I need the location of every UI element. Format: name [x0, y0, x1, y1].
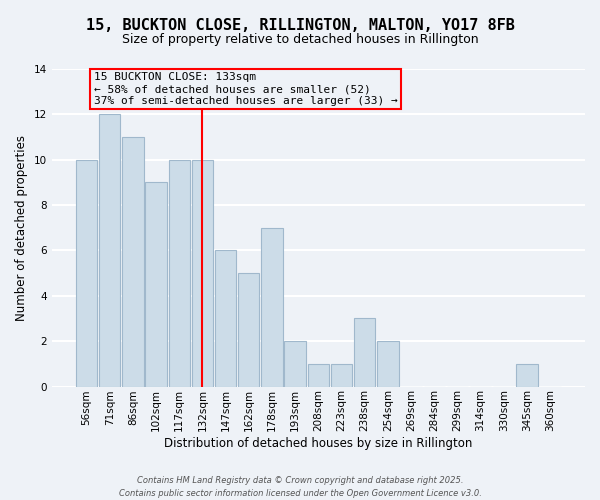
Bar — [122, 137, 143, 386]
Bar — [262, 228, 283, 386]
Bar — [377, 341, 398, 386]
Bar — [76, 160, 97, 386]
Bar — [192, 160, 213, 386]
Bar — [331, 364, 352, 386]
Bar — [99, 114, 121, 386]
X-axis label: Distribution of detached houses by size in Rillington: Distribution of detached houses by size … — [164, 437, 473, 450]
Bar — [145, 182, 167, 386]
Text: Contains HM Land Registry data © Crown copyright and database right 2025.
Contai: Contains HM Land Registry data © Crown c… — [119, 476, 481, 498]
Bar — [516, 364, 538, 386]
Bar — [238, 273, 259, 386]
Bar — [284, 341, 306, 386]
Y-axis label: Number of detached properties: Number of detached properties — [15, 135, 28, 321]
Text: 15, BUCKTON CLOSE, RILLINGTON, MALTON, YO17 8FB: 15, BUCKTON CLOSE, RILLINGTON, MALTON, Y… — [86, 18, 514, 32]
Bar — [169, 160, 190, 386]
Bar — [215, 250, 236, 386]
Text: 15 BUCKTON CLOSE: 133sqm
← 58% of detached houses are smaller (52)
37% of semi-d: 15 BUCKTON CLOSE: 133sqm ← 58% of detach… — [94, 72, 397, 106]
Bar — [308, 364, 329, 386]
Bar — [354, 318, 376, 386]
Text: Size of property relative to detached houses in Rillington: Size of property relative to detached ho… — [122, 32, 478, 46]
